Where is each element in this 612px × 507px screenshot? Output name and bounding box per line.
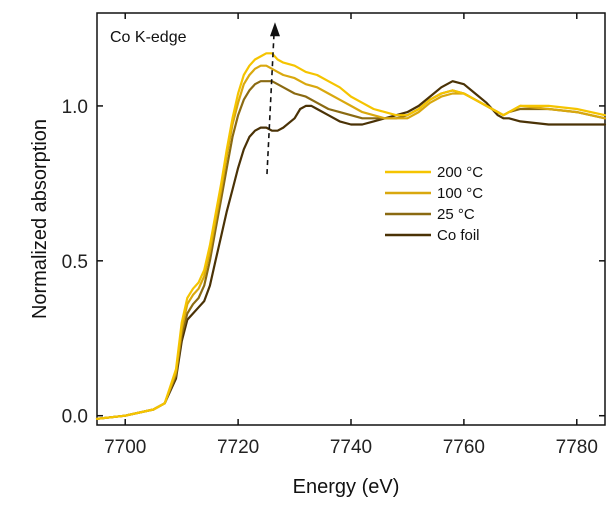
series-line-co-foil	[95, 80, 607, 420]
trend-arrow-shaft	[266, 34, 275, 175]
series-line-200-c	[95, 52, 607, 420]
trend-arrow-head	[269, 22, 280, 37]
series-line-100-c	[95, 64, 607, 420]
legend-label-co-foil: Co foil	[437, 227, 480, 244]
x-tick-label: 7760	[443, 437, 485, 458]
y-tick-label: 1.0	[62, 97, 88, 118]
y-tick-label: 0.5	[62, 252, 88, 273]
legend-label-100-c: 100 °C	[437, 185, 483, 202]
x-tick-label: 7740	[330, 437, 372, 458]
y-axis-title: Normalized absorption	[29, 119, 51, 319]
annotation-co-k-edge: Co K-edge	[110, 29, 187, 46]
plot-frame	[96, 12, 606, 426]
legend-label-200-c: 200 °C	[437, 164, 483, 181]
x-tick-label: 7780	[556, 437, 598, 458]
y-tick-label: 0.0	[62, 407, 88, 428]
x-axis-title: Energy (eV)	[293, 476, 400, 498]
series-line-25-c	[95, 80, 607, 420]
x-tick-label: 7720	[217, 437, 259, 458]
legend-label-25-c: 25 °C	[437, 206, 475, 223]
x-tick-label: 7700	[104, 437, 146, 458]
